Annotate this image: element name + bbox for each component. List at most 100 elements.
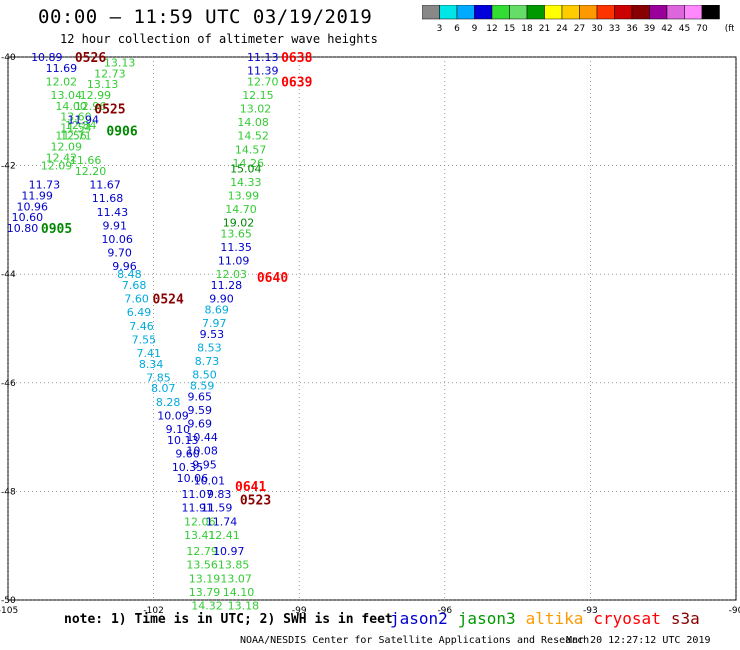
legend-item-jason2: jason2: [390, 609, 448, 628]
footer-organization: NOAA/NESDIS Center for Satellite Applica…: [240, 635, 590, 646]
pass-time-label: 0905: [41, 222, 72, 237]
wave-height-value: 11.39: [247, 65, 279, 78]
wave-height-value: 11.74: [206, 515, 238, 528]
wave-height-value: 13.19: [189, 572, 221, 585]
wave-height-value: 13.13: [87, 78, 119, 91]
colorbar-label: 15: [504, 24, 515, 34]
wave-height-value: 12.96: [75, 100, 107, 113]
pass-time-label: 0906: [106, 124, 137, 139]
wave-height-value: 11.07: [182, 488, 214, 501]
wave-height-value: 12.09: [41, 160, 73, 173]
wave-height-value: 14.33: [230, 176, 262, 189]
y-tick-label: -42: [1, 162, 16, 172]
wave-height-value: 13.02: [240, 103, 272, 116]
wave-height-value: 9.83: [207, 488, 232, 501]
colorbar-label: 12: [486, 24, 497, 34]
wave-height-value: 13.18: [228, 599, 260, 612]
wave-height-value: 12.06: [184, 515, 216, 528]
wave-height-value: 12.99: [80, 89, 112, 102]
wave-height-value: 12.84: [65, 119, 97, 132]
wave-height-value: 14.10: [223, 586, 255, 599]
wave-height-value: 11.28: [211, 279, 243, 292]
wave-height-value: 12.02: [46, 75, 78, 88]
wave-height-value: 12.42: [46, 151, 78, 164]
wave-height-value: 10.06: [101, 233, 133, 246]
wave-height-value: 10.97: [213, 545, 245, 558]
colorbar-label: 6: [454, 24, 460, 34]
colorbar-label: 33: [609, 24, 620, 34]
colorbar-label: 39: [644, 24, 656, 34]
wave-height-value: 9.53: [200, 328, 225, 341]
wave-height-value: 7.60: [124, 293, 149, 306]
wave-height-value: 9.91: [103, 219, 128, 232]
pass-time-label: 0641: [235, 480, 266, 495]
colorbar-label: 30: [591, 24, 603, 34]
pass-time-label: 0526: [75, 51, 106, 66]
colorbar-label: 9: [472, 24, 478, 34]
wave-height-value: 9.70: [107, 246, 132, 259]
footer-timestamp: Mar 20 12:27:12 UTC 2019: [566, 635, 711, 646]
wave-height-value: 8.34: [139, 358, 164, 371]
wave-height-value: 9.69: [187, 418, 212, 431]
wave-height-value: 12.70: [247, 75, 279, 88]
pass-time-label: 0524: [153, 293, 184, 308]
pass-time-label: 0638: [281, 51, 312, 66]
wave-height-value: 10.35: [172, 461, 204, 474]
wave-height-value: 13.07: [220, 572, 252, 585]
wave-height-value: 9.95: [192, 458, 217, 471]
x-tick-label: -93: [583, 606, 598, 616]
wave-height-value: 11.35: [220, 241, 252, 254]
wave-height-value: 11.59: [201, 502, 233, 515]
wave-height-value: 12.79: [186, 545, 218, 558]
colorbar-label: 70: [696, 24, 708, 34]
y-tick-label: -46: [1, 379, 16, 389]
colorbar-label: 21: [539, 24, 550, 34]
units-note: note: 1) Time is in UTC; 2) SWH is in fe…: [64, 612, 393, 627]
wave-height-value: 13.79: [189, 586, 221, 599]
wave-height-value: 9.90: [209, 293, 234, 306]
wave-height-value: 10.89: [31, 51, 63, 64]
x-tick-label: -96: [437, 606, 452, 616]
y-tick-label: -44: [1, 270, 16, 280]
wave-height-value: 11.73: [29, 179, 61, 192]
y-tick-label: -50: [1, 596, 16, 606]
wave-height-value: 13.13: [104, 56, 136, 69]
colorbar-unit: (ft): [725, 24, 734, 34]
legend-item-cryosat: cryosat: [593, 609, 661, 628]
wave-height-value: 9.65: [187, 390, 212, 403]
satellite-legend: jason2 jason3 altika cryosat s3a: [390, 609, 710, 628]
wave-height-value: 14.52: [237, 130, 269, 143]
colorbar-label: 45: [679, 24, 690, 34]
wave-height-value: 10.13: [167, 434, 199, 447]
wave-height-value: 7.68: [122, 279, 147, 292]
wave-height-value: 7.85: [146, 371, 171, 384]
wave-height-value: 10.08: [186, 445, 218, 458]
wave-height-value: 11.68: [92, 192, 124, 205]
wave-height-value: 11.99: [21, 189, 53, 202]
wave-height-value: 12.09: [50, 141, 82, 154]
wave-height-value: 9.96: [112, 260, 137, 273]
wave-height-value: 14.08: [237, 116, 269, 129]
colorbar-label: 18: [521, 24, 533, 34]
chart-subtitle: 12 hour collection of altimeter wave hei…: [60, 32, 378, 46]
wave-height-value: 13.65: [220, 227, 252, 240]
x-tick-label: -102: [143, 606, 163, 616]
wave-height-value: 13.99: [228, 189, 260, 202]
wave-height-value: 11.43: [97, 206, 129, 219]
wave-height-value: 11.94: [67, 113, 99, 126]
wave-height-value: 8.73: [195, 355, 220, 368]
wave-height-value: 12.71: [60, 130, 92, 143]
colorbar-label: 3: [437, 24, 443, 34]
wave-height-value: 14.00: [55, 100, 87, 113]
pass-time-label: 0525: [94, 103, 125, 118]
y-tick-label: -48: [1, 487, 16, 497]
wave-height-value: 10.60: [12, 211, 44, 224]
wave-height-value: 8.59: [190, 380, 215, 393]
wave-height-value: 13.56: [186, 559, 218, 572]
wave-height-value: 8.48: [117, 268, 142, 281]
wave-height-value: 7.97: [202, 317, 227, 330]
wave-height-value: 9.60: [175, 447, 200, 460]
wave-height-value: 6.49: [127, 306, 152, 319]
wave-height-value: 13.60: [60, 111, 92, 124]
